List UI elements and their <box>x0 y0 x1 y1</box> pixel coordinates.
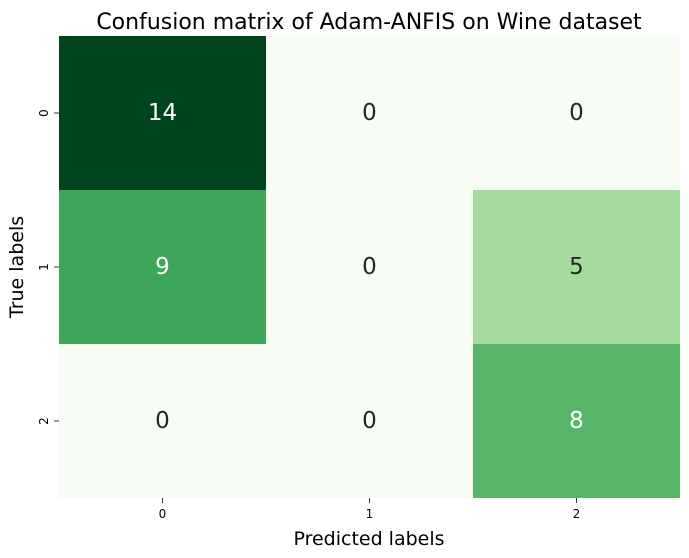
x-tick-label-1: 1 <box>366 507 374 521</box>
heatmap-cell-r0-c1 <box>266 36 473 190</box>
y-tick-label-1: 1 <box>37 263 51 271</box>
cell-value-r1-c0: 9 <box>155 254 170 280</box>
heatmap-cell-r2-c0 <box>59 344 266 498</box>
heatmap-cell-r1-c1 <box>266 190 473 344</box>
heatmap-cell-r0-c2 <box>473 36 680 190</box>
cell-value-r0-c1: 0 <box>362 100 377 126</box>
cell-value-r2-c0: 0 <box>155 408 170 434</box>
heatmap-cell-r0-c0 <box>59 36 266 190</box>
cell-value-r0-c2: 0 <box>569 100 584 126</box>
cell-value-r0-c0: 14 <box>148 100 177 126</box>
x-tick-label-2: 2 <box>573 507 581 521</box>
heatmap-cell-labels: 14 0 0 9 0 5 0 0 8 <box>148 100 584 434</box>
cell-value-r2-c2: 8 <box>569 408 584 434</box>
x-axis-label: Predicted labels <box>293 528 444 550</box>
heatmap-cell-r2-c1 <box>266 344 473 498</box>
y-tick-label-0: 0 <box>37 109 51 117</box>
y-axis-ticks: 0 1 2 <box>37 109 59 425</box>
cell-value-r1-c2: 5 <box>569 254 584 280</box>
y-tick-label-2: 2 <box>37 417 51 425</box>
heatmap-cell-r1-c0 <box>59 190 266 344</box>
heatmap-cell-r1-c2 <box>473 190 680 344</box>
chart-title: Confusion matrix of Adam-ANFIS on Wine d… <box>96 10 642 35</box>
x-tick-label-0: 0 <box>159 507 167 521</box>
y-axis-label: True labels <box>6 216 28 319</box>
cell-value-r2-c1: 0 <box>362 408 377 434</box>
heatmap-cell-r2-c2 <box>473 344 680 498</box>
cell-value-r1-c1: 0 <box>362 254 377 280</box>
heatmap-cells <box>59 36 680 498</box>
x-axis-ticks: 0 1 2 <box>159 498 581 521</box>
